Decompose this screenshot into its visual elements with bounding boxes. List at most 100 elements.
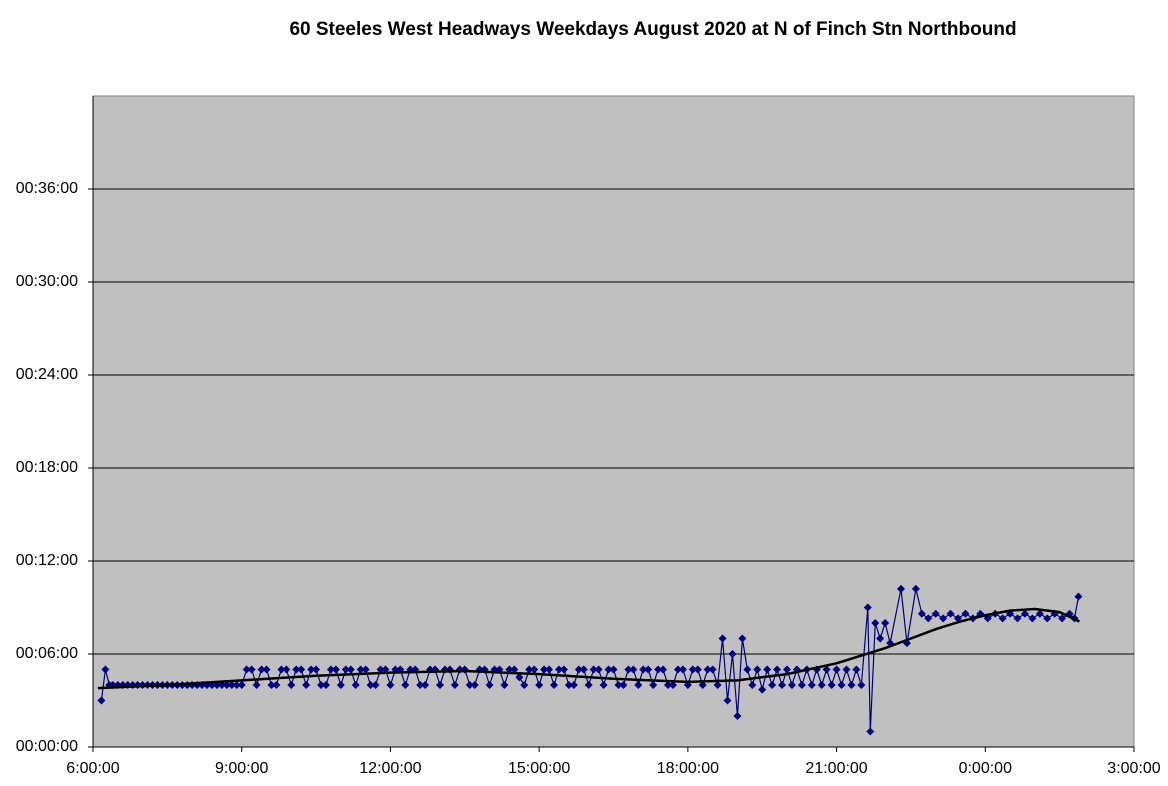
data-point bbox=[574, 665, 583, 674]
data-point bbox=[386, 681, 395, 689]
x-tick-label: 0:00:00 bbox=[959, 760, 1012, 777]
data-point bbox=[326, 665, 335, 674]
data-point bbox=[267, 681, 276, 689]
data-point bbox=[827, 681, 836, 689]
data-point bbox=[564, 681, 573, 689]
data-point bbox=[797, 681, 806, 689]
data-point bbox=[371, 681, 380, 689]
data-point bbox=[832, 665, 841, 674]
data-point bbox=[237, 681, 246, 689]
data-point bbox=[550, 681, 559, 689]
data-point bbox=[436, 681, 444, 689]
data-point bbox=[401, 681, 410, 689]
data-point bbox=[649, 681, 658, 689]
data-point bbox=[871, 619, 880, 627]
data-point bbox=[946, 609, 955, 618]
y-tick-label: 00:00:00 bbox=[16, 738, 78, 755]
y-tick-label: 00:36:00 bbox=[16, 180, 78, 197]
data-point bbox=[312, 665, 321, 674]
data-point bbox=[654, 665, 663, 674]
data-point bbox=[857, 681, 866, 689]
data-point bbox=[366, 681, 375, 689]
data-point bbox=[331, 665, 340, 674]
data-point bbox=[644, 665, 653, 674]
data-point bbox=[897, 584, 906, 593]
x-tick-label: 9:00:00 bbox=[215, 760, 268, 777]
data-point bbox=[584, 681, 593, 689]
data-point bbox=[500, 681, 509, 689]
data-point bbox=[535, 681, 544, 689]
data-point bbox=[723, 696, 732, 705]
data-point bbox=[911, 584, 920, 593]
data-point bbox=[713, 681, 722, 689]
data-point bbox=[728, 650, 737, 658]
data-point bbox=[673, 665, 682, 674]
data-point bbox=[1043, 614, 1052, 623]
data-point bbox=[227, 681, 236, 689]
data-point bbox=[659, 665, 668, 674]
data-point bbox=[703, 665, 712, 674]
data-point bbox=[733, 712, 742, 720]
data-point bbox=[614, 681, 623, 689]
data-point bbox=[778, 681, 787, 689]
data-point bbox=[931, 609, 940, 618]
data-point bbox=[361, 665, 370, 674]
data-point bbox=[594, 665, 603, 674]
data-point bbox=[1035, 609, 1044, 618]
data-point bbox=[629, 665, 638, 674]
data-point bbox=[1074, 592, 1083, 601]
data-point bbox=[763, 665, 772, 674]
data-point bbox=[753, 665, 762, 674]
data-point bbox=[961, 609, 970, 618]
x-tick-label: 21:00:00 bbox=[805, 760, 867, 777]
data-point bbox=[321, 681, 330, 689]
data-point bbox=[554, 665, 563, 674]
y-tick-label: 00:06:00 bbox=[16, 645, 78, 662]
data-point bbox=[708, 665, 717, 674]
data-point bbox=[470, 681, 479, 689]
chart-title: 60 Steeles West Headways Weekdays August… bbox=[289, 19, 1016, 40]
data-point bbox=[540, 665, 549, 674]
x-tick-label: 18:00:00 bbox=[657, 760, 719, 777]
data-point bbox=[101, 665, 110, 674]
data-point bbox=[282, 665, 291, 674]
data-point bbox=[505, 665, 514, 674]
data-point bbox=[743, 665, 752, 674]
data-point bbox=[336, 681, 345, 689]
data-point bbox=[768, 681, 777, 689]
data-point bbox=[1020, 609, 1029, 618]
data-point bbox=[807, 681, 816, 689]
data-point bbox=[351, 681, 360, 689]
data-point bbox=[232, 681, 241, 689]
data-point bbox=[866, 727, 875, 736]
x-tick-label: 15:00:00 bbox=[508, 760, 570, 777]
data-point bbox=[520, 681, 529, 689]
data-point bbox=[545, 665, 554, 674]
data-point bbox=[242, 665, 251, 674]
data-point bbox=[837, 681, 846, 689]
y-tick-label: 00:24:00 bbox=[16, 366, 78, 383]
data-point bbox=[277, 665, 286, 674]
data-point bbox=[589, 665, 598, 674]
x-tick-label: 3:00:00 bbox=[1107, 760, 1160, 777]
data-point bbox=[525, 665, 534, 674]
data-point bbox=[307, 665, 316, 674]
data-point bbox=[693, 665, 702, 674]
data-point bbox=[822, 665, 831, 674]
data-point bbox=[624, 665, 633, 674]
data-point bbox=[1058, 614, 1067, 623]
data-point bbox=[852, 665, 861, 674]
data-point bbox=[748, 681, 757, 689]
data-point bbox=[876, 634, 885, 643]
data-point bbox=[421, 681, 430, 689]
data-point bbox=[272, 681, 281, 689]
data-point bbox=[604, 665, 613, 674]
data-point bbox=[998, 614, 1007, 623]
data-point bbox=[1013, 614, 1022, 623]
data-point bbox=[817, 681, 826, 689]
data-point bbox=[485, 681, 494, 689]
data-point bbox=[450, 681, 459, 689]
data-point bbox=[738, 634, 747, 643]
